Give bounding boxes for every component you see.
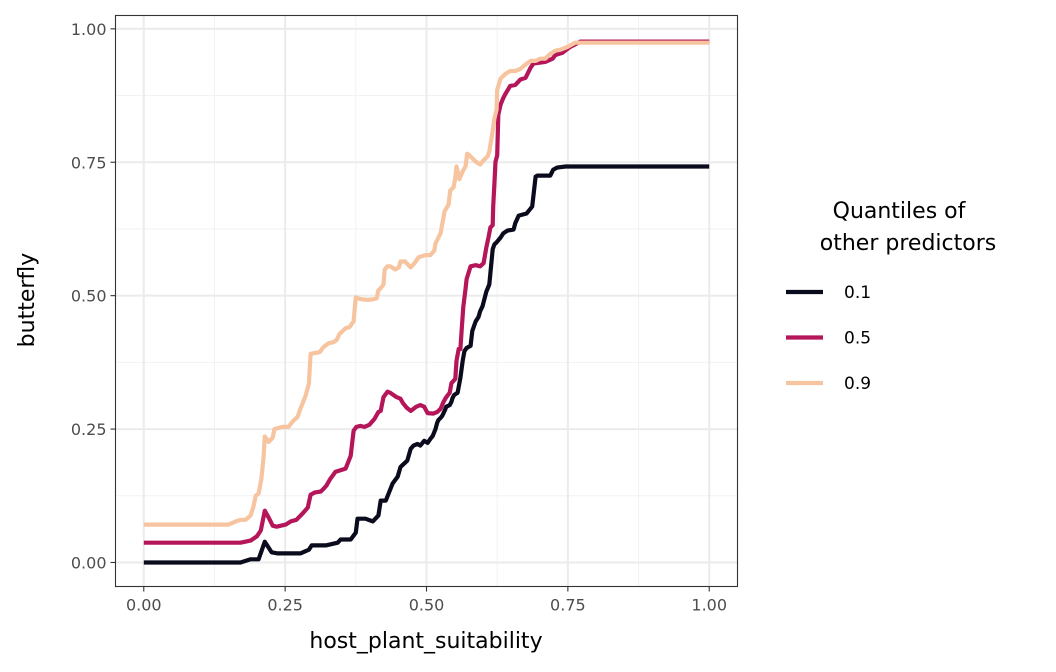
series-line-q0.5: [143, 39, 710, 545]
legend-title-line-1: Quantiles of: [833, 199, 967, 224]
x-tick-label: 0.50: [409, 596, 445, 615]
y-tick-label: 0.25: [71, 420, 107, 439]
y-tick-label: 1.00: [71, 20, 107, 39]
series-line-q0.9: [143, 40, 710, 527]
series-lines: [143, 39, 710, 565]
legend-label: 0.5: [844, 329, 871, 349]
legend-label: 0.9: [844, 374, 871, 394]
x-axis-label: host_plant_suitability: [309, 629, 542, 654]
y-axis-label: butterfly: [15, 253, 40, 348]
x-tick-label: 0.25: [267, 596, 303, 615]
x-tick-label: 0.00: [126, 596, 162, 615]
legend: Quantiles of other predictors 0.1 0.5 0.9: [786, 199, 996, 394]
legend-title-line-2: other predictors: [820, 231, 996, 256]
y-tick-label: 0.50: [71, 287, 107, 306]
axis-ticks: 0.00 0.25 0.50 0.75 1.00 0.00 0.25 0.50 0.75 1.00: [71, 20, 727, 615]
series-line-q0.1: [143, 164, 710, 565]
legend-label: 0.1: [844, 283, 871, 303]
x-tick-label: 1.00: [691, 596, 727, 615]
y-tick-label: 0.75: [71, 153, 107, 172]
grid-lines: [115, 15, 738, 587]
x-tick-label: 0.75: [550, 596, 586, 615]
y-tick-label: 0.00: [71, 553, 107, 572]
